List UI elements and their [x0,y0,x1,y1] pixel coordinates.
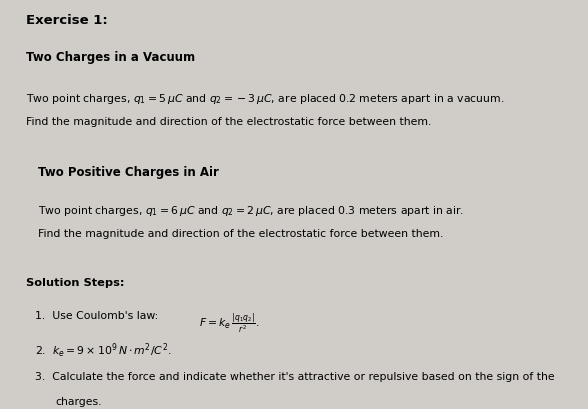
Text: Two Charges in a Vacuum: Two Charges in a Vacuum [26,51,196,64]
Text: Two point charges, $q_1 = 5\,\mu C$ and $q_2 = -3\,\mu C$, are placed 0.2 meters: Two point charges, $q_1 = 5\,\mu C$ and … [26,92,505,106]
Text: charges.: charges. [56,397,102,407]
Text: $F = k_e\,\frac{|q_1 q_2|}{r^2}$.: $F = k_e\,\frac{|q_1 q_2|}{r^2}$. [199,311,259,336]
Text: Two Positive Charges in Air: Two Positive Charges in Air [38,166,219,179]
Text: Find the magnitude and direction of the electrostatic force between them.: Find the magnitude and direction of the … [38,229,443,239]
Text: Solution Steps:: Solution Steps: [26,278,125,288]
Text: Exercise 1:: Exercise 1: [26,14,108,27]
Text: 3.  Calculate the force and indicate whether it's attractive or repulsive based : 3. Calculate the force and indicate whet… [35,372,555,382]
Text: 1.  Use Coulomb's law:: 1. Use Coulomb's law: [35,311,162,321]
Text: Find the magnitude and direction of the electrostatic force between them.: Find the magnitude and direction of the … [26,117,432,126]
Text: 2.  $k_e = 9 \times 10^9\,N \cdot m^2/C^2$.: 2. $k_e = 9 \times 10^9\,N \cdot m^2/C^2… [35,342,172,360]
Text: Two point charges, $q_1 = 6\,\mu C$ and $q_2 = 2\,\mu C$, are placed 0.3 meters : Two point charges, $q_1 = 6\,\mu C$ and … [38,204,465,218]
